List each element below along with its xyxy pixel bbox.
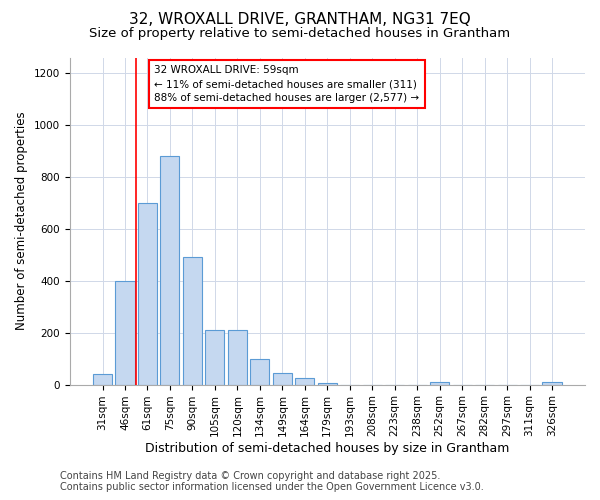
Bar [430, 382, 449, 384]
Text: Size of property relative to semi-detached houses in Grantham: Size of property relative to semi-detach… [89, 28, 511, 40]
Bar [183, 258, 202, 384]
Bar [205, 330, 224, 384]
Bar [138, 203, 157, 384]
Bar [250, 358, 269, 384]
Bar [115, 281, 134, 384]
Bar [542, 382, 562, 384]
Bar [93, 374, 112, 384]
Bar [228, 330, 247, 384]
Text: Contains HM Land Registry data © Crown copyright and database right 2025.
Contai: Contains HM Land Registry data © Crown c… [60, 471, 484, 492]
X-axis label: Distribution of semi-detached houses by size in Grantham: Distribution of semi-detached houses by … [145, 442, 509, 455]
Y-axis label: Number of semi-detached properties: Number of semi-detached properties [15, 112, 28, 330]
Bar [273, 373, 292, 384]
Bar [160, 156, 179, 384]
Text: 32, WROXALL DRIVE, GRANTHAM, NG31 7EQ: 32, WROXALL DRIVE, GRANTHAM, NG31 7EQ [129, 12, 471, 28]
Text: 32 WROXALL DRIVE: 59sqm
← 11% of semi-detached houses are smaller (311)
88% of s: 32 WROXALL DRIVE: 59sqm ← 11% of semi-de… [154, 66, 419, 104]
Bar [295, 378, 314, 384]
